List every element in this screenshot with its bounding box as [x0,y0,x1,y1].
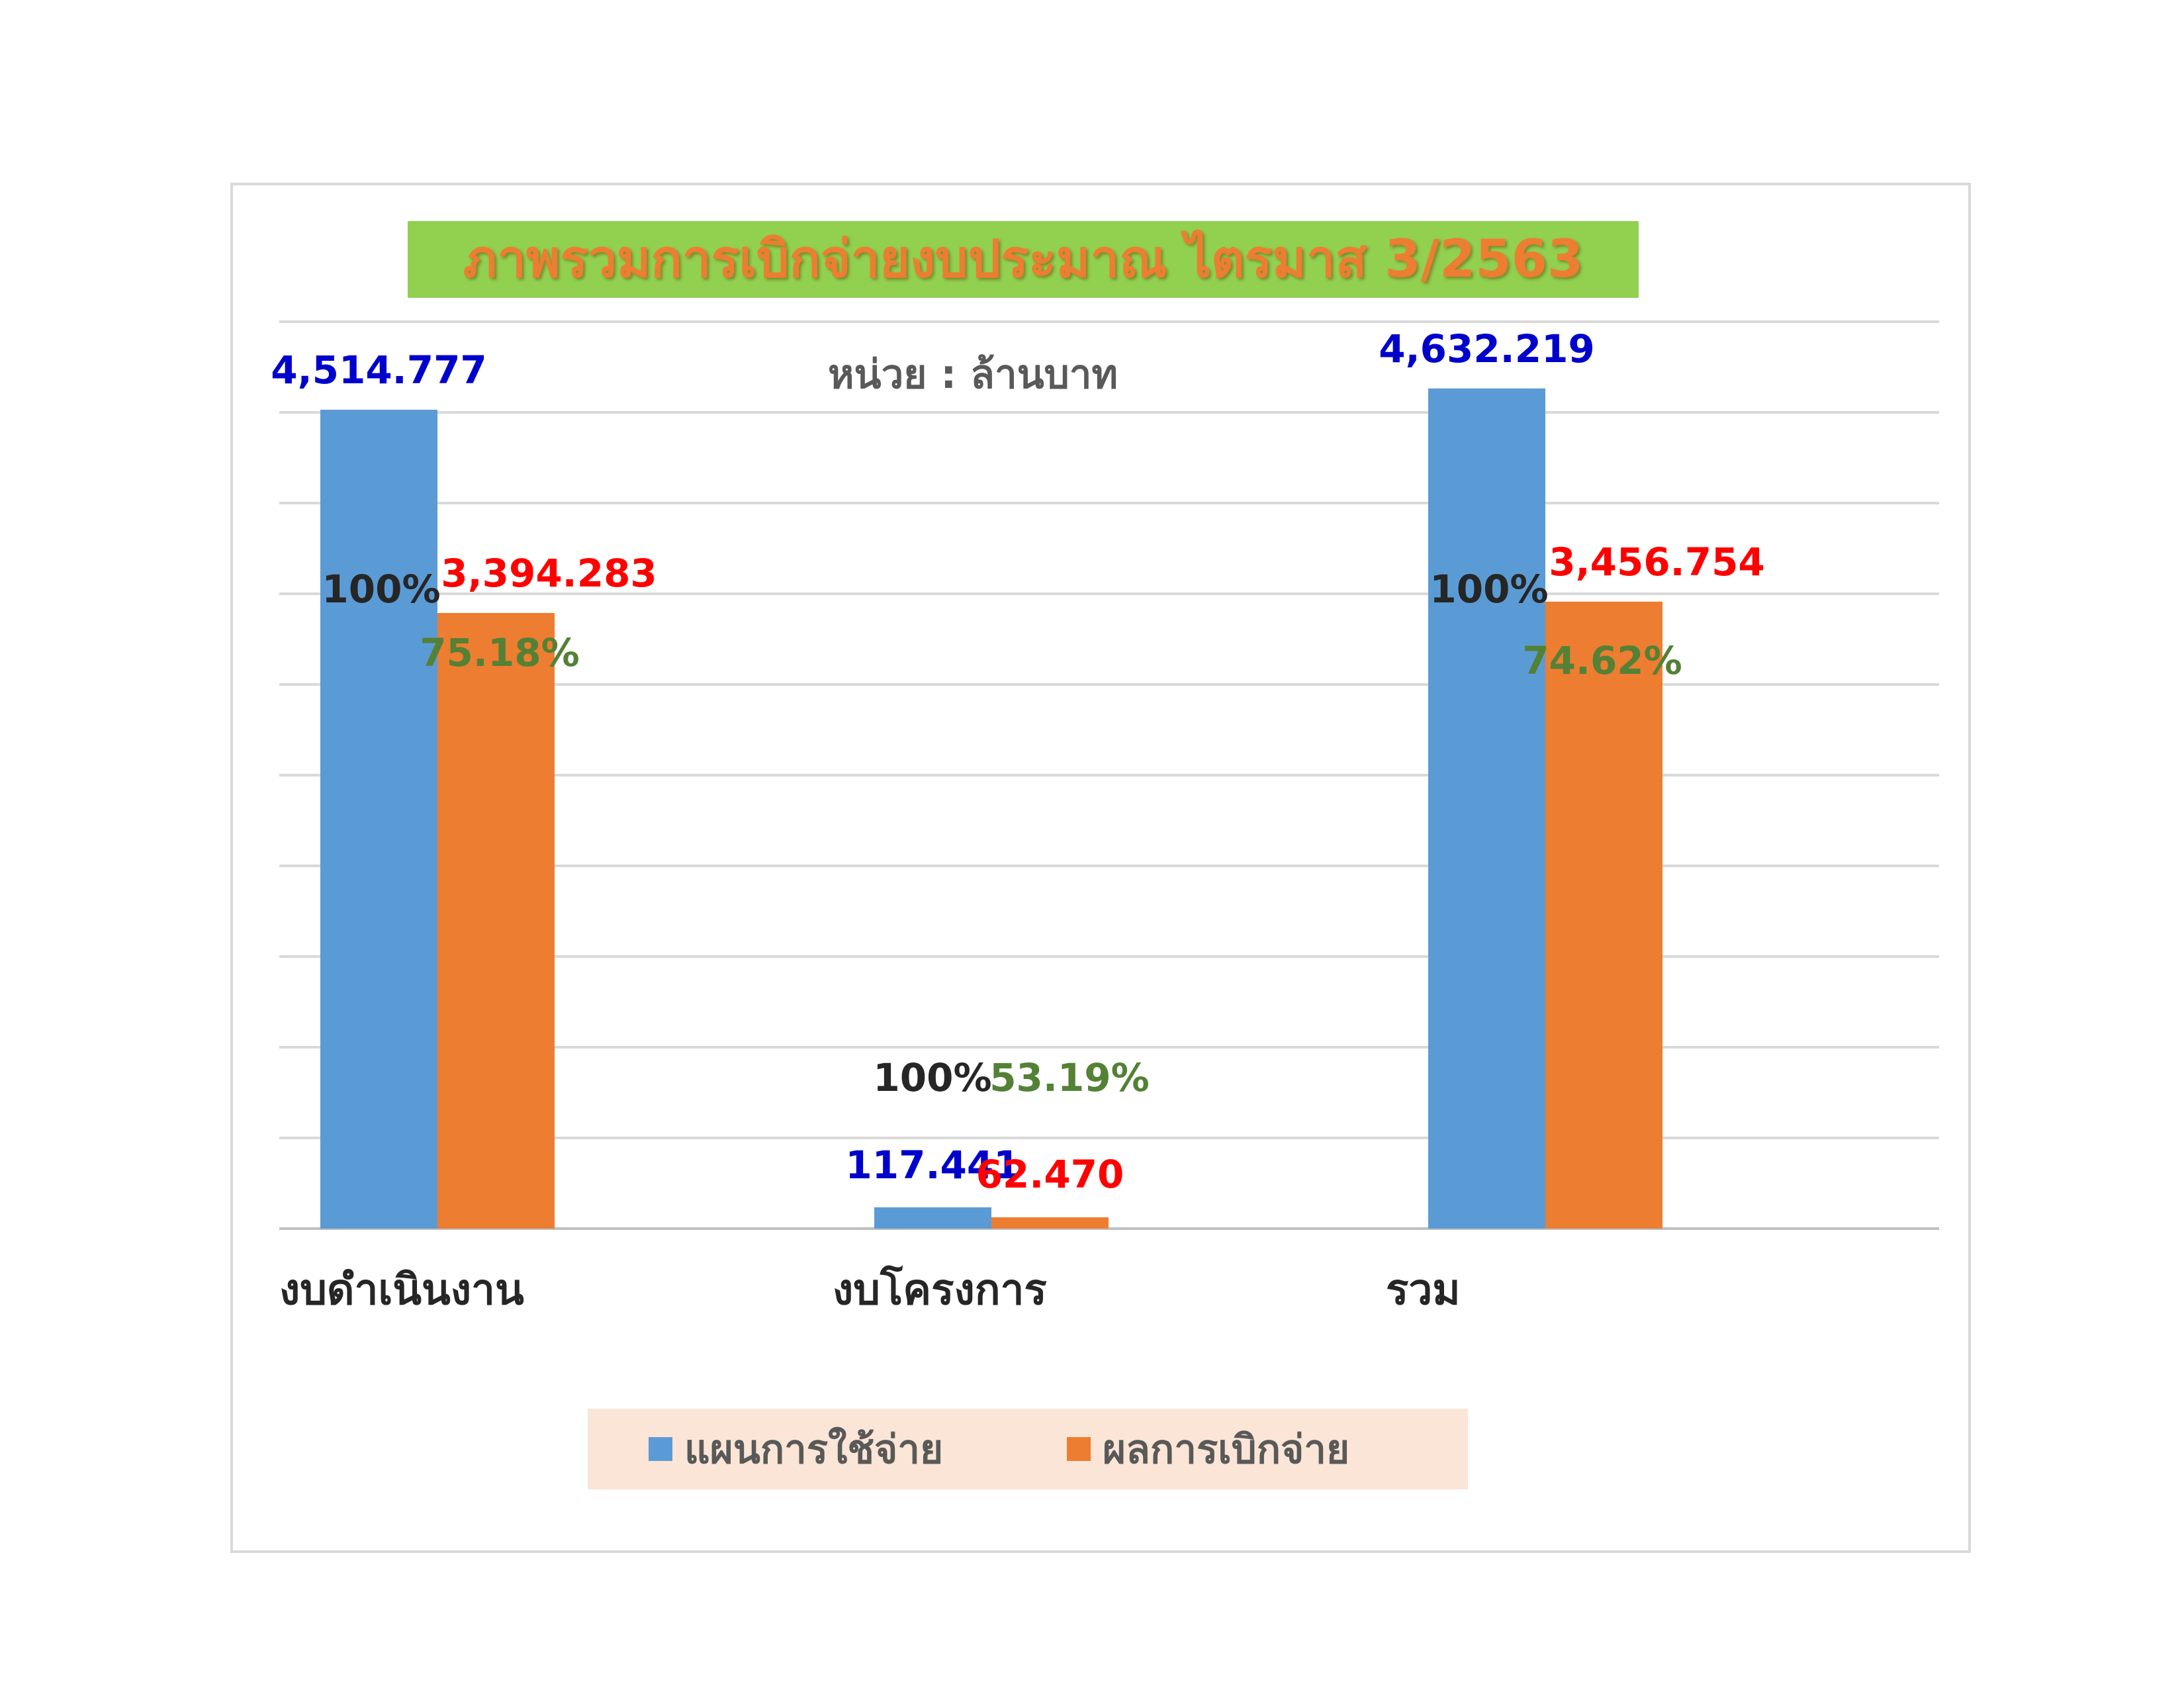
bar-actual-1 [991,1217,1109,1229]
value-label-actual-0: 3,394.283 [441,551,657,596]
percent-label-actual-2: 74.62% [1522,638,1682,683]
percent-label-plan-2: 100% [1430,567,1548,612]
bar-plan-1 [874,1207,991,1229]
percent-label-plan-1: 100% [873,1055,991,1100]
percent-label-plan-0: 100% [322,567,440,612]
legend [588,1409,1468,1489]
chart-unit-label: หน่วย : ล้านบาท [828,352,1118,398]
legend-label-plan: แผนการใช้จ่าย [684,1426,944,1473]
chart-title: ภาพรวมการเบิกจ่ายงบประมาณ ไตรมาส 3/2563 [463,230,1584,289]
value-label-actual-2: 3,456.754 [1549,539,1765,585]
value-label-actual-1: 62.470 [976,1152,1124,1197]
bars [320,388,1662,1229]
legend-swatch-actual [1067,1437,1091,1461]
percent-label-actual-0: 75.18% [420,630,580,675]
bar-actual-0 [437,612,555,1229]
category-label-0: งบดำเนินงาน [279,1266,524,1315]
category-label-1: งบโครงการ [833,1264,1047,1315]
bar-plan-0 [320,409,437,1229]
legend-item-actual: ผลการเบิกจ่าย [1067,1409,1349,1489]
legend-item-plan: แผนการใช้จ่าย [649,1409,943,1489]
value-label-plan-1: 117.441 [845,1143,1020,1188]
percent-label-actual-1: 53.19% [989,1055,1150,1100]
category-label-2: รวม [1386,1266,1461,1315]
category-labels: งบดำเนินงาน งบโครงการ รวม [279,1264,1461,1315]
bar-plan-2 [1428,388,1545,1229]
legend-label-actual: ผลการเบิกจ่าย [1103,1426,1350,1473]
bar-actual-2 [1545,601,1662,1229]
value-label-plan-0: 4,514.777 [271,348,487,393]
value-label-plan-2: 4,632.219 [1379,326,1595,371]
legend-swatch-plan [649,1437,672,1461]
chart-title-box [408,221,1639,298]
